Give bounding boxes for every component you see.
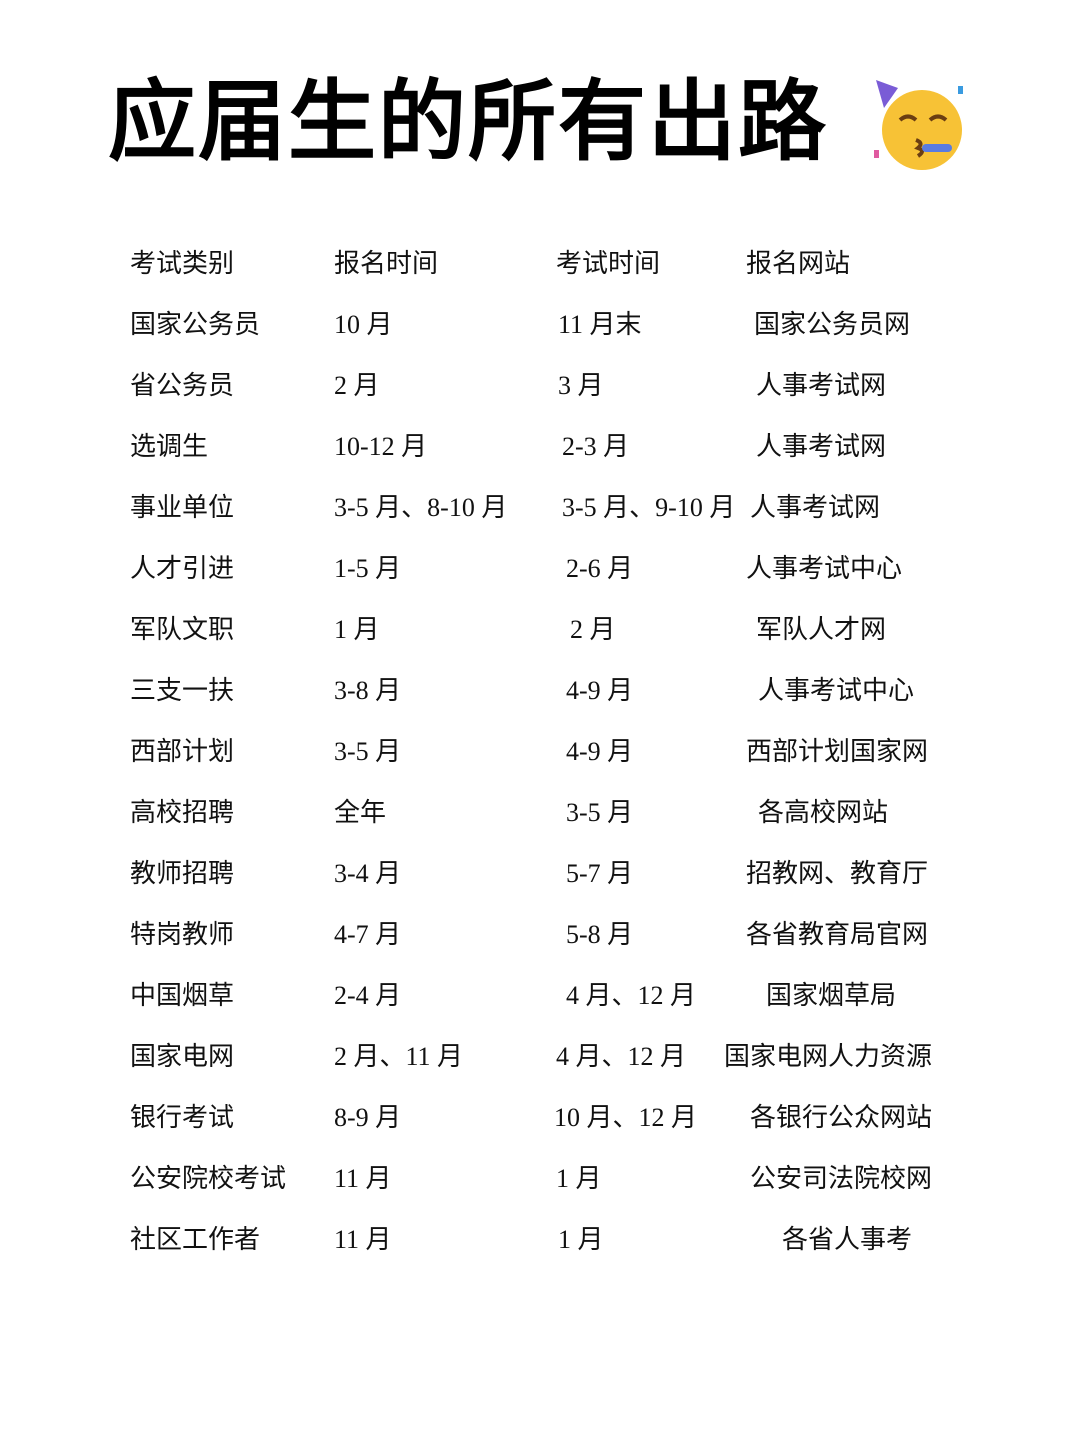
cell-category: 事业单位: [130, 493, 235, 522]
cell-exam-time: 4-9 月: [566, 676, 634, 705]
cell-registration-time: 1-5 月: [334, 554, 402, 583]
header-exam-time: 考试时间: [556, 249, 661, 278]
cell-website: 各省人事考: [782, 1225, 913, 1254]
cell-category: 公安院校考试: [130, 1164, 287, 1193]
table-row: 三支一扶 3-8 月 4-9 月 人事考试中心: [0, 660, 1080, 721]
cell-exam-time: 1 月: [558, 1225, 604, 1254]
table-row: 国家电网 2 月、11 月 4 月、12 月 国家电网人力资源: [0, 1026, 1080, 1087]
cell-exam-time: 3 月: [558, 371, 604, 400]
cell-category: 银行考试: [130, 1103, 235, 1132]
header-website: 报名网站: [746, 249, 851, 278]
cell-category: 特岗教师: [130, 920, 235, 949]
cell-exam-time: 3-5 月、9-10 月: [562, 493, 736, 522]
cell-exam-time: 2 月: [570, 615, 616, 644]
table-row: 银行考试 8-9 月 10 月、12 月 各银行公众网站: [0, 1087, 1080, 1148]
cell-website: 国家烟草局: [766, 981, 897, 1010]
cell-website: 人事考试网: [750, 493, 881, 522]
cell-category: 国家电网: [130, 1042, 235, 1071]
cell-category: 国家公务员: [130, 310, 261, 339]
cell-category: 选调生: [130, 432, 209, 461]
table-row: 公安院校考试 11 月 1 月 公安司法院校网: [0, 1148, 1080, 1209]
cell-exam-time: 11 月末: [558, 310, 642, 339]
cell-exam-time: 3-5 月: [566, 798, 634, 827]
cell-category: 教师招聘: [130, 859, 235, 888]
cell-website: 国家公务员网: [754, 310, 911, 339]
cell-registration-time: 3-5 月: [334, 737, 402, 766]
table-row: 中国烟草 2-4 月 4 月、12 月 国家烟草局: [0, 965, 1080, 1026]
cell-registration-time: 2 月: [334, 371, 380, 400]
cell-registration-time: 1 月: [334, 615, 380, 644]
cell-website: 招教网、教育厅: [746, 859, 929, 888]
cell-exam-time: 4 月、12 月: [566, 981, 697, 1010]
table-header-row: 考试类别 报名时间 考试时间 报名网站: [0, 233, 1080, 294]
cell-exam-time: 1 月: [556, 1164, 602, 1193]
cell-category: 社区工作者: [130, 1225, 261, 1254]
table-row: 选调生 10-12 月 2-3 月 人事考试网: [0, 416, 1080, 477]
cell-website: 西部计划国家网: [746, 737, 929, 766]
table-row: 人才引进 1-5 月 2-6 月 人事考试中心: [0, 538, 1080, 599]
cell-registration-time: 10-12 月: [334, 432, 428, 461]
cell-category: 人才引进: [130, 554, 235, 583]
table-row: 事业单位 3-5 月、8-10 月 3-5 月、9-10 月人事考试网: [0, 477, 1080, 538]
cell-exam-time: 4 月、12 月: [556, 1042, 687, 1071]
cell-registration-time: 3-5 月、8-10 月: [334, 493, 508, 522]
career-options-table: 考试类别 报名时间 考试时间 报名网站 国家公务员 10 月 11 月末 国家公务员网…: [0, 233, 1080, 1270]
table-row: 国家公务员 10 月 11 月末 国家公务员网: [0, 294, 1080, 355]
header-registration-time: 报名时间: [334, 249, 439, 278]
cell-registration-time: 11 月: [334, 1164, 392, 1193]
cell-exam-time: 5-7 月: [566, 859, 634, 888]
cell-website: 人事考试网: [756, 371, 887, 400]
cell-exam-time: 10 月、12 月: [554, 1103, 698, 1132]
header-category: 考试类别: [130, 249, 235, 278]
table-row: 教师招聘 3-4 月 5-7 月 招教网、教育厅: [0, 843, 1080, 904]
table-row: 社区工作者 11 月 1 月 各省人事考: [0, 1209, 1080, 1270]
cell-exam-time: 5-8 月: [566, 920, 634, 949]
cell-exam-time: 4-9 月: [566, 737, 634, 766]
cell-exam-time: 2-6 月: [566, 554, 634, 583]
cell-registration-time: 3-8 月: [334, 676, 402, 705]
cell-category: 高校招聘: [130, 798, 235, 827]
table-row: 省公务员 2 月 3 月 人事考试网: [0, 355, 1080, 416]
cell-category: 军队文职: [130, 615, 235, 644]
cell-website: 人事考试中心: [758, 676, 915, 705]
cell-website: 各银行公众网站: [750, 1103, 933, 1132]
cell-registration-time: 10 月: [334, 310, 393, 339]
cell-registration-time: 8-9 月: [334, 1103, 402, 1132]
cell-website: 人事考试网: [756, 432, 887, 461]
cell-website: 军队人才网: [756, 615, 887, 644]
table-row: 特岗教师 4-7 月 5-8 月 各省教育局官网: [0, 904, 1080, 965]
cell-website: 人事考试中心: [746, 554, 903, 583]
cell-category: 中国烟草: [130, 981, 235, 1010]
cell-website: 各高校网站: [758, 798, 889, 827]
cell-website: 国家电网人力资源: [724, 1042, 933, 1071]
cell-category: 西部计划: [130, 737, 235, 766]
table-row: 军队文职 1 月 2 月 军队人才网: [0, 599, 1080, 660]
table-row: 高校招聘 全年 3-5 月 各高校网站: [0, 782, 1080, 843]
cell-category: 三支一扶: [130, 676, 235, 705]
cell-registration-time: 4-7 月: [334, 920, 402, 949]
partying-face-icon: [874, 80, 963, 170]
page-title: 应届生的所有出路: [108, 70, 829, 173]
cell-registration-time: 3-4 月: [334, 859, 402, 888]
table-row: 西部计划 3-5 月 4-9 月 西部计划国家网: [0, 721, 1080, 782]
cell-category: 省公务员: [130, 371, 235, 400]
cell-registration-time: 2-4 月: [334, 981, 402, 1010]
cell-website: 各省教育局官网: [746, 920, 929, 949]
cell-registration-time: 全年: [334, 798, 387, 827]
cell-website: 公安司法院校网: [750, 1164, 933, 1193]
cell-registration-time: 11 月: [334, 1225, 392, 1254]
cell-registration-time: 2 月、11 月: [334, 1042, 464, 1071]
cell-exam-time: 2-3 月: [562, 432, 630, 461]
